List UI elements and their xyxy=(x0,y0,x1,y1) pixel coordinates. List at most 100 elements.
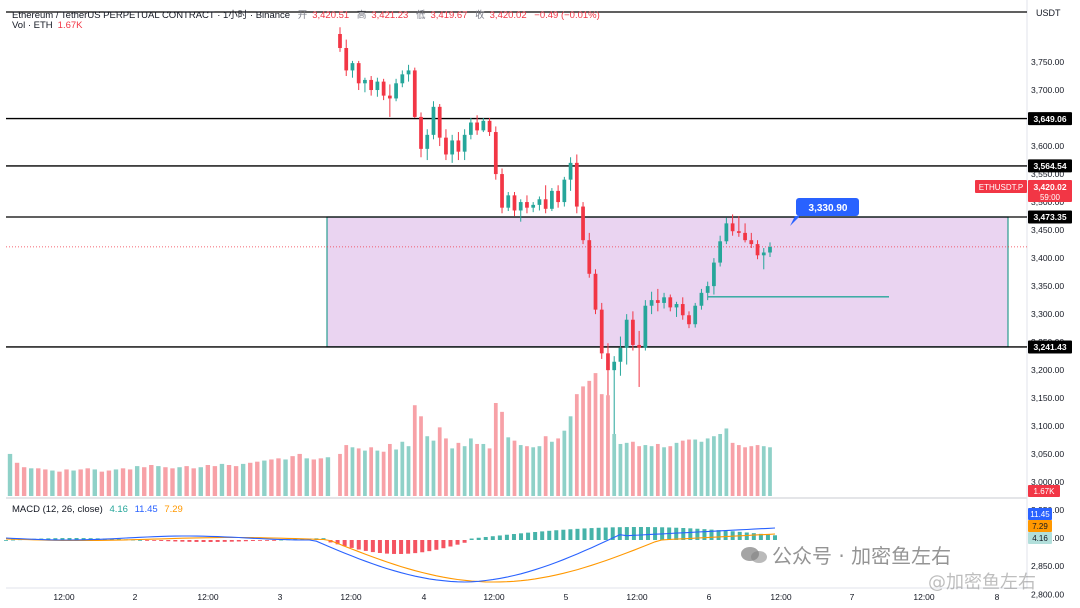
volume-bar xyxy=(537,446,542,496)
volume-bar xyxy=(85,468,90,496)
volume-bar xyxy=(120,468,126,496)
volume-label[interactable]: Vol · ETH xyxy=(12,20,53,31)
macd-legend: MACD (12, 26, close) 4.16 11.45 7.29 xyxy=(12,504,187,515)
volume-bar xyxy=(462,446,467,496)
candle-body xyxy=(761,252,766,256)
candle-body xyxy=(363,79,367,84)
macd-signal-value: 7.29 xyxy=(164,504,183,515)
wechat-icon xyxy=(741,547,767,563)
time-axis-label: 12:00 xyxy=(913,592,935,602)
level-price-label: 3,473.35 xyxy=(1033,212,1066,222)
volume-bar xyxy=(649,446,654,496)
macd-histogram-bar xyxy=(399,540,404,554)
macd-histogram-bar xyxy=(497,535,502,540)
level-price-tag xyxy=(1028,112,1072,126)
candle-body xyxy=(506,195,511,208)
macd-histogram-bar xyxy=(751,533,756,540)
macd-histogram-bar xyxy=(547,530,552,540)
volume-bar xyxy=(205,465,211,496)
candle-body xyxy=(674,304,679,308)
volume-bar xyxy=(662,447,666,496)
volume-bar xyxy=(375,450,380,496)
volume-bar xyxy=(500,411,504,496)
macd-histogram-bar xyxy=(568,529,573,540)
candle-body xyxy=(631,319,635,345)
volume-bar xyxy=(240,463,246,496)
volume-bar xyxy=(412,405,417,496)
time-axis-label: 8 xyxy=(995,592,1000,602)
candle-body xyxy=(537,199,542,205)
symbol-title[interactable]: Ethereum / TetherUS PERPETUAL CONTRACT ·… xyxy=(12,10,291,21)
macd-histogram-bar xyxy=(624,527,629,540)
volume-bar xyxy=(142,467,147,496)
candle-body xyxy=(456,140,461,152)
volume-bar xyxy=(531,447,536,496)
time-axis-label: 12:00 xyxy=(483,592,505,602)
candle-body xyxy=(493,132,498,175)
candle-body xyxy=(400,74,405,84)
candle-body xyxy=(481,120,486,131)
volume-bar xyxy=(525,446,529,496)
candle-body xyxy=(562,179,567,203)
level-price-label: 3,564.54 xyxy=(1033,161,1066,171)
macd-histogram-bar xyxy=(716,530,721,540)
volume-bar xyxy=(469,438,473,496)
volume-bar xyxy=(381,451,386,496)
macd-histogram-bar xyxy=(709,529,714,540)
volume-bar xyxy=(43,469,48,496)
candle-body xyxy=(618,347,623,362)
macd-name[interactable]: MACD (12, 26, close) xyxy=(12,504,103,515)
last-price-tag xyxy=(1028,180,1072,202)
volume-bar xyxy=(64,469,69,496)
macd-histogram-bar xyxy=(229,540,234,542)
chart-header: Ethereum / TetherUS PERPETUAL CONTRACT ·… xyxy=(12,7,605,21)
price-tick-label: 3,400.00 xyxy=(1031,253,1064,263)
volume-legend: Vol · ETH 1.67K xyxy=(12,20,87,31)
candle-body xyxy=(606,353,610,371)
macd-histogram-bar xyxy=(441,540,446,549)
candle-body xyxy=(469,122,473,135)
price-tick-label: 3,350.00 xyxy=(1031,281,1064,291)
candle-body xyxy=(705,286,710,293)
candle-body xyxy=(556,190,560,203)
candle-body xyxy=(587,240,592,274)
macd-histogram-bar xyxy=(490,536,495,540)
candle-body xyxy=(375,81,380,91)
macd-histogram-bar xyxy=(638,527,643,540)
macd-histogram-bar xyxy=(53,538,58,540)
candle-body xyxy=(412,70,417,117)
level-price-tag xyxy=(1028,210,1072,224)
volume-bar xyxy=(562,430,567,496)
candle-body xyxy=(718,241,723,263)
macd-histogram-bar xyxy=(109,538,114,540)
macd-histogram-bar xyxy=(773,535,777,540)
volume-bar xyxy=(177,467,182,496)
volume-bar xyxy=(606,395,610,496)
candle-body xyxy=(612,361,617,371)
volume-bar xyxy=(755,445,760,496)
macd-value-tag xyxy=(1028,508,1052,520)
macd-histogram-bar xyxy=(60,538,65,540)
volume-bar xyxy=(593,373,598,496)
volume-bar xyxy=(248,462,253,496)
countdown-label: 59:00 xyxy=(1040,193,1061,202)
candle-body xyxy=(599,309,604,354)
macd-histogram-bar xyxy=(469,538,474,540)
macd-histogram-bar xyxy=(596,527,601,540)
volume-bar xyxy=(475,443,479,496)
volume-bar xyxy=(624,442,629,496)
macd-histogram-bar xyxy=(173,540,178,542)
volume-bar xyxy=(149,465,154,496)
macd-histogram-bar xyxy=(250,540,255,541)
candle-body xyxy=(724,223,729,242)
candle-body xyxy=(394,83,398,99)
high-label: 高 xyxy=(356,10,367,21)
volume-bar xyxy=(637,446,641,496)
macd-histogram-bar xyxy=(272,540,277,541)
volume-bar xyxy=(631,441,635,496)
volume-bar xyxy=(574,394,579,496)
candle-body xyxy=(568,162,573,180)
candle-body xyxy=(593,273,598,310)
currency-label[interactable]: USDT xyxy=(1036,8,1061,18)
